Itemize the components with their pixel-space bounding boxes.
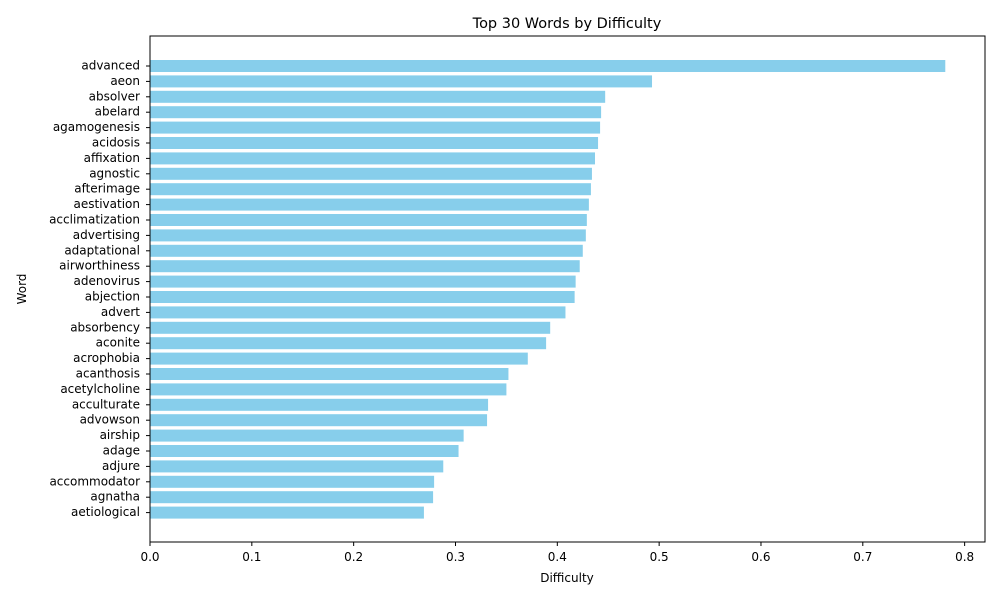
x-axis-label: Difficulty: [540, 571, 594, 585]
y-tick-label: affixation: [84, 151, 140, 165]
bar-advowson: [150, 414, 488, 427]
y-tick-label: advanced: [81, 59, 140, 73]
y-tick-label: acetylcholine: [60, 382, 140, 396]
x-tick-label: 0.7: [853, 550, 872, 564]
bar-afterimage: [150, 183, 591, 196]
bar-acclimatization: [150, 214, 587, 226]
bar-abjection: [150, 291, 575, 303]
x-axis-ticks: 0.0 0.1 0.2 0.3 0.4 0.5 0.6 0.7 0.8: [140, 542, 974, 564]
y-tick-label: agnostic: [89, 166, 140, 180]
y-tick-label: aeon: [110, 74, 140, 88]
y-tick-label: aestivation: [74, 197, 140, 211]
bar-affixation: [150, 152, 595, 165]
y-tick-label: adage: [103, 444, 140, 458]
y-tick-label: agamogenesis: [53, 120, 140, 134]
y-tick-label: acanthosis: [76, 367, 140, 381]
bar-acrophobia: [150, 352, 528, 365]
bar-acetylcholine: [150, 383, 507, 396]
x-tick-label: 0.1: [242, 550, 261, 564]
bar-advanced: [150, 60, 946, 72]
y-tick-label: acidosis: [92, 136, 140, 150]
bar-abelard: [150, 106, 602, 119]
y-tick-label: aetiological: [71, 505, 140, 519]
bar-agnostic: [150, 167, 592, 180]
x-tick-label: 0.2: [344, 550, 363, 564]
bar-adjure: [150, 460, 444, 473]
y-tick-label: adaptational: [64, 243, 140, 257]
bar-adenovirus: [150, 275, 576, 288]
bar-airworthiness: [150, 260, 580, 273]
y-tick-label: agnatha: [90, 490, 140, 504]
bars-layer: [150, 60, 946, 519]
bar-airship: [150, 429, 464, 442]
y-tick-label: adenovirus: [73, 274, 140, 288]
y-tick-label: absorbency: [70, 320, 140, 334]
y-tick-label: accommodator: [49, 474, 140, 488]
x-tick-label: 0.6: [751, 550, 770, 564]
x-tick-label: 0.0: [140, 550, 159, 564]
bar-agamogenesis: [150, 121, 601, 134]
y-tick-label: absolver: [89, 89, 140, 103]
bar-acanthosis: [150, 368, 509, 380]
chart-title: Top 30 Words by Difficulty: [472, 16, 662, 32]
y-tick-label: adjure: [102, 459, 140, 473]
bar-advert: [150, 306, 566, 319]
x-tick-label: 0.4: [548, 550, 567, 564]
bar-advertising: [150, 229, 586, 242]
bar-acidosis: [150, 137, 599, 149]
plot-frame: [149, 35, 986, 543]
y-tick-label: abjection: [85, 290, 140, 304]
y-tick-label: airship: [100, 428, 140, 442]
bar-adaptational: [150, 244, 583, 257]
y-tick-label: acculturate: [72, 397, 140, 411]
bar-aetiological: [150, 506, 424, 519]
y-tick-label: afterimage: [74, 182, 140, 196]
bar-absolver: [150, 90, 606, 103]
x-tick-label: 0.8: [955, 550, 974, 564]
x-tick-label: 0.3: [446, 550, 465, 564]
bar-accommodator: [150, 475, 435, 488]
bar-absorbency: [150, 321, 551, 334]
y-tick-label: advowson: [80, 413, 140, 427]
y-tick-label: acclimatization: [49, 213, 140, 227]
y-tick-label: airworthiness: [59, 259, 140, 273]
bar-adage: [150, 445, 459, 457]
y-tick-label: advert: [101, 305, 140, 319]
bar-aconite: [150, 337, 547, 350]
y-axis-label: Word: [15, 274, 29, 305]
y-tick-label: advertising: [73, 228, 140, 242]
y-tick-label: abelard: [95, 105, 140, 119]
bar-acculturate: [150, 398, 489, 411]
y-tick-label: aconite: [96, 336, 140, 350]
bar-aeon: [150, 75, 653, 88]
x-tick-label: 0.5: [650, 550, 669, 564]
bar-agnatha: [150, 491, 434, 504]
bar-aestivation: [150, 198, 589, 211]
y-tick-label: acrophobia: [73, 351, 140, 365]
